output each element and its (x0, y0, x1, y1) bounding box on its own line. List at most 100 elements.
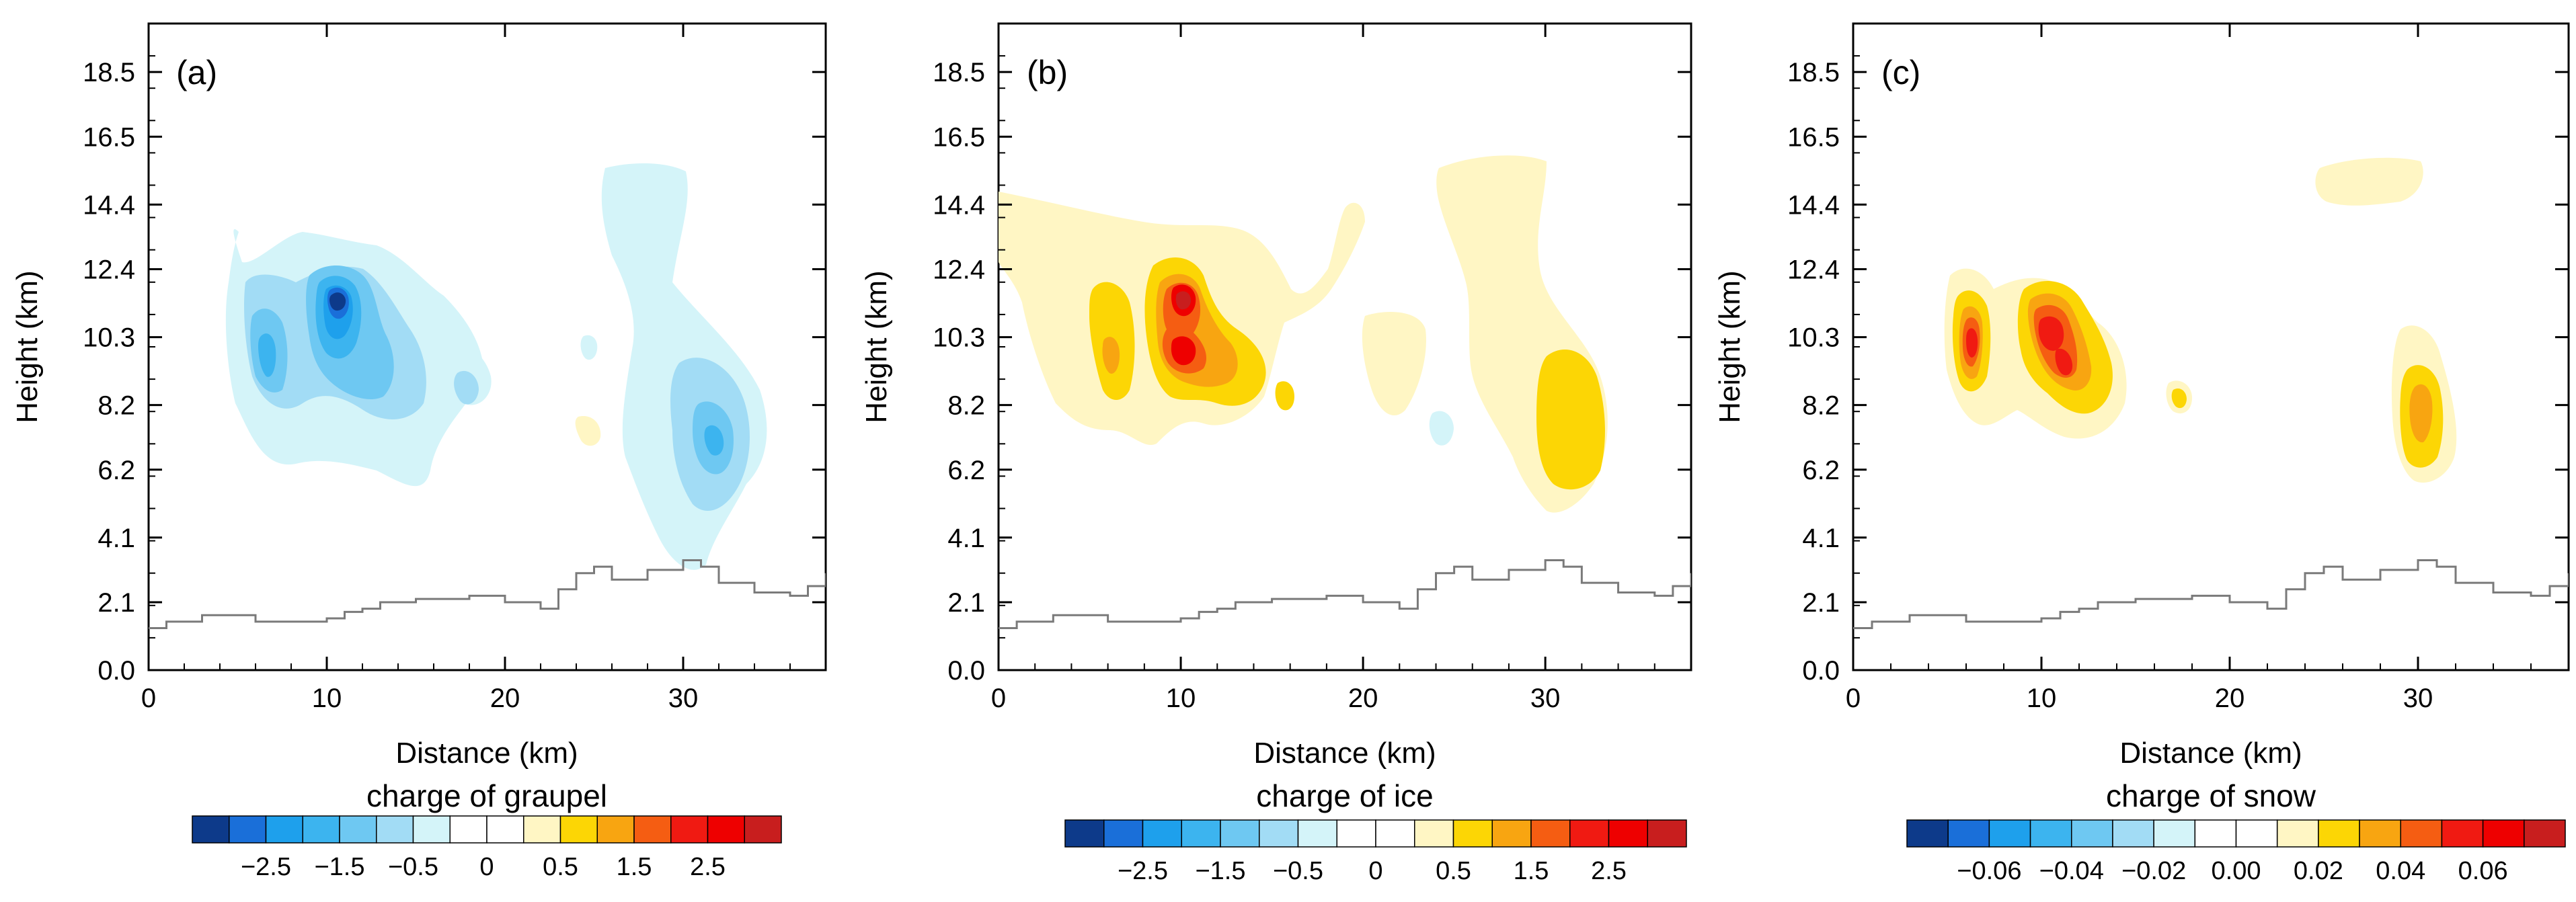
colorbar-swatch (340, 816, 377, 843)
x-axis-title-b: Distance (km) (1253, 737, 1436, 770)
colorbar-c: −0.06 −0.04 −0.02 0.00 0.02 0.04 0.06 (1907, 820, 2565, 885)
x-tick-label: 30 (2403, 684, 2433, 713)
colorbar-swatch (2483, 820, 2524, 847)
colorbar-a: −2.5 −1.5 −0.5 0 0.5 1.5 2.5 (192, 816, 781, 881)
colorbar-swatch (266, 816, 303, 843)
y-tick-label: 14.4 (83, 190, 135, 220)
colorbar-swatch (2195, 820, 2236, 847)
colorbar-title-b: charge of ice (1256, 778, 1433, 813)
colorbar-swatch (1907, 820, 1948, 847)
x-tick-label: 0 (991, 684, 1006, 713)
colorbar-swatch (671, 816, 708, 843)
colorbar-title-c: charge of snow (2106, 778, 2316, 813)
panel-tag-a: (a) (176, 54, 217, 91)
colorbar-title-a: charge of graupel (366, 778, 607, 813)
colorbar-label: −1.5 (314, 853, 364, 881)
colorbar-label: 1.5 (1514, 857, 1549, 885)
colorbar-swatch (744, 816, 781, 843)
colorbar-swatch (597, 816, 634, 843)
colorbar-swatch (1609, 820, 1648, 847)
x-tick-label: 30 (668, 684, 699, 713)
colorbar-label: −0.02 (2121, 857, 2186, 885)
colorbar-swatch (1647, 820, 1686, 847)
x-tick-label: 10 (312, 684, 342, 713)
colorbar-swatch (2442, 820, 2483, 847)
y-tick-label: 8.2 (1802, 391, 1840, 421)
colorbar-label: −1.5 (1195, 857, 1245, 885)
panel-b: 0.0 2.1 4.1 6.2 8.2 10.3 12.4 14.4 16.5 18.5 0 10 2… (860, 24, 1691, 885)
y-tick-label: 14.4 (933, 190, 985, 220)
colorbar-label: 0.5 (543, 853, 578, 881)
colorbar-swatch (1570, 820, 1609, 847)
y-tick-label: 6.2 (947, 456, 985, 485)
x-tick-label: 20 (2215, 684, 2245, 713)
colorbar-swatch (2154, 820, 2195, 847)
colorbar-swatch (1337, 820, 1376, 847)
x-tick-label: 10 (2027, 684, 2057, 713)
y-axis-title-a: Height (km) (11, 270, 44, 423)
y-tick-label: 2.1 (1802, 588, 1840, 618)
colorbar-swatch (229, 816, 266, 843)
y-tick-label: 18.5 (933, 58, 985, 87)
colorbar-swatch (2072, 820, 2113, 847)
colorbar-swatch (1298, 820, 1337, 847)
colorbar-swatch (487, 816, 524, 843)
y-tick-label: 12.4 (83, 255, 135, 285)
colorbar-b: −2.5 −1.5 −0.5 0 0.5 1.5 2.5 (1065, 820, 1686, 885)
colorbar-swatch (2236, 820, 2277, 847)
colorbar-swatch (303, 816, 340, 843)
y-tick-label: 2.1 (947, 588, 985, 618)
colorbar-label: 0.00 (2212, 857, 2261, 885)
panel-c: 0.0 2.1 4.1 6.2 8.2 10.3 12.4 14.4 16.5 18.5 0 10 2… (1713, 24, 2569, 885)
colorbar-swatch (561, 816, 598, 843)
colorbar-label: −0.06 (1957, 857, 2021, 885)
colorbar-swatch (1259, 820, 1298, 847)
colorbar-swatch (708, 816, 745, 843)
panel-tag-c: (c) (1881, 54, 1920, 91)
y-tick-label: 10.3 (933, 323, 985, 353)
colorbar-label: 0 (479, 853, 494, 881)
colorbar-label: −0.5 (1273, 857, 1323, 885)
y-tick-label: 0.0 (1802, 656, 1840, 686)
colorbar-swatch (1415, 820, 1454, 847)
y-tick-label: 18.5 (83, 58, 135, 87)
colorbar-swatch (2277, 820, 2318, 847)
colorbar-swatch (1454, 820, 1493, 847)
panel-tag-b: (b) (1027, 54, 1068, 91)
y-tick-label: 2.1 (97, 588, 135, 618)
colorbar-swatch (2318, 820, 2359, 847)
y-tick-label: 16.5 (1787, 122, 1840, 152)
y-axis-title-b: Height (km) (860, 270, 893, 423)
y-tick-label: 6.2 (97, 456, 135, 485)
colorbar-swatch (1531, 820, 1570, 847)
colorbar-swatch (1948, 820, 1989, 847)
colorbar-swatch (2524, 820, 2565, 847)
colorbar-label: 0.06 (2458, 857, 2508, 885)
colorbar-swatch (524, 816, 561, 843)
contour-c-pos-weak-top (2315, 158, 2423, 206)
colorbar-swatch (2031, 820, 2072, 847)
colorbar-swatch (1104, 820, 1143, 847)
colorbar-swatch (2359, 820, 2401, 847)
x-tick-label: 20 (490, 684, 520, 713)
colorbar-label: 0.5 (1436, 857, 1471, 885)
colorbar-swatch (192, 816, 229, 843)
x-tick-label: 0 (1846, 684, 1861, 713)
colorbar-label: 0 (1368, 857, 1382, 885)
y-tick-label: 4.1 (1802, 524, 1840, 553)
y-tick-label: 10.3 (83, 323, 135, 353)
x-tick-label: 10 (1166, 684, 1196, 713)
y-tick-label: 0.0 (947, 656, 985, 686)
y-tick-label: 12.4 (933, 255, 985, 285)
colorbar-label: −2.5 (1118, 857, 1168, 885)
y-tick-label: 4.1 (97, 524, 135, 553)
y-tick-label: 12.4 (1787, 255, 1840, 285)
x-axis-title-c: Distance (km) (2119, 737, 2302, 770)
colorbar-swatch (450, 816, 487, 843)
colorbar-swatch (1376, 820, 1415, 847)
y-tick-label: 4.1 (947, 524, 985, 553)
colorbar-swatch (377, 816, 414, 843)
colorbar-label: 1.5 (617, 853, 652, 881)
y-tick-label: 16.5 (83, 122, 135, 152)
y-axis-title-c: Height (km) (1713, 270, 1746, 423)
